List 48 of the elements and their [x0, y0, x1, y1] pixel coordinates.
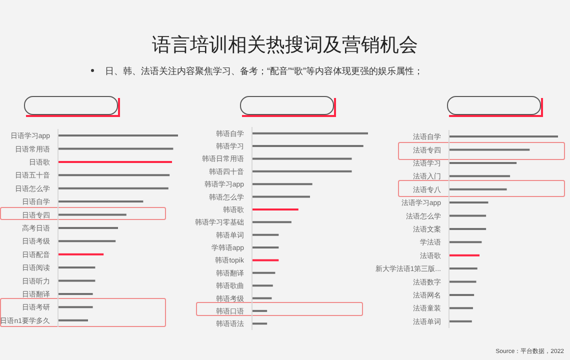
bar	[449, 307, 473, 310]
bar	[252, 246, 279, 249]
bar	[449, 188, 507, 190]
bar	[58, 174, 170, 176]
bar	[449, 202, 488, 204]
bar	[58, 214, 126, 216]
bar	[252, 170, 352, 172]
bar	[252, 183, 312, 186]
bar	[58, 306, 93, 308]
bar	[252, 221, 292, 224]
bar	[449, 280, 476, 283]
bar	[449, 294, 474, 296]
bar	[58, 280, 96, 282]
bar	[252, 145, 364, 148]
bar	[449, 241, 482, 244]
bar	[252, 322, 268, 325]
bar	[252, 297, 272, 300]
bar	[252, 310, 268, 312]
bar	[252, 234, 279, 236]
bar	[58, 292, 93, 295]
bar	[58, 187, 168, 190]
bar	[58, 253, 104, 256]
bar	[449, 214, 486, 217]
bar	[58, 266, 96, 269]
bar	[449, 148, 530, 151]
bar	[58, 240, 116, 242]
bar	[449, 162, 517, 164]
bar	[58, 226, 118, 229]
bar	[252, 158, 352, 160]
bar	[58, 200, 144, 203]
bar	[449, 254, 480, 256]
bar	[252, 284, 273, 287]
bar	[252, 208, 298, 210]
text: 日、韩、法语关注内容聚焦学习、备考；“配音”“歌”等内容体现更强的娱乐属性；	[105, 65, 423, 78]
bar	[449, 136, 558, 138]
bar	[449, 175, 510, 178]
bar	[449, 228, 486, 230]
bar	[252, 259, 279, 262]
bar	[252, 196, 310, 198]
bar	[252, 272, 276, 274]
bar	[58, 319, 88, 322]
bar	[449, 320, 472, 322]
bar	[58, 148, 174, 150]
text: 语言培训相关热搜词及营销机会	[151, 34, 419, 58]
bar	[252, 132, 368, 134]
bar	[58, 134, 178, 137]
bar	[449, 268, 478, 270]
bar	[58, 160, 172, 163]
